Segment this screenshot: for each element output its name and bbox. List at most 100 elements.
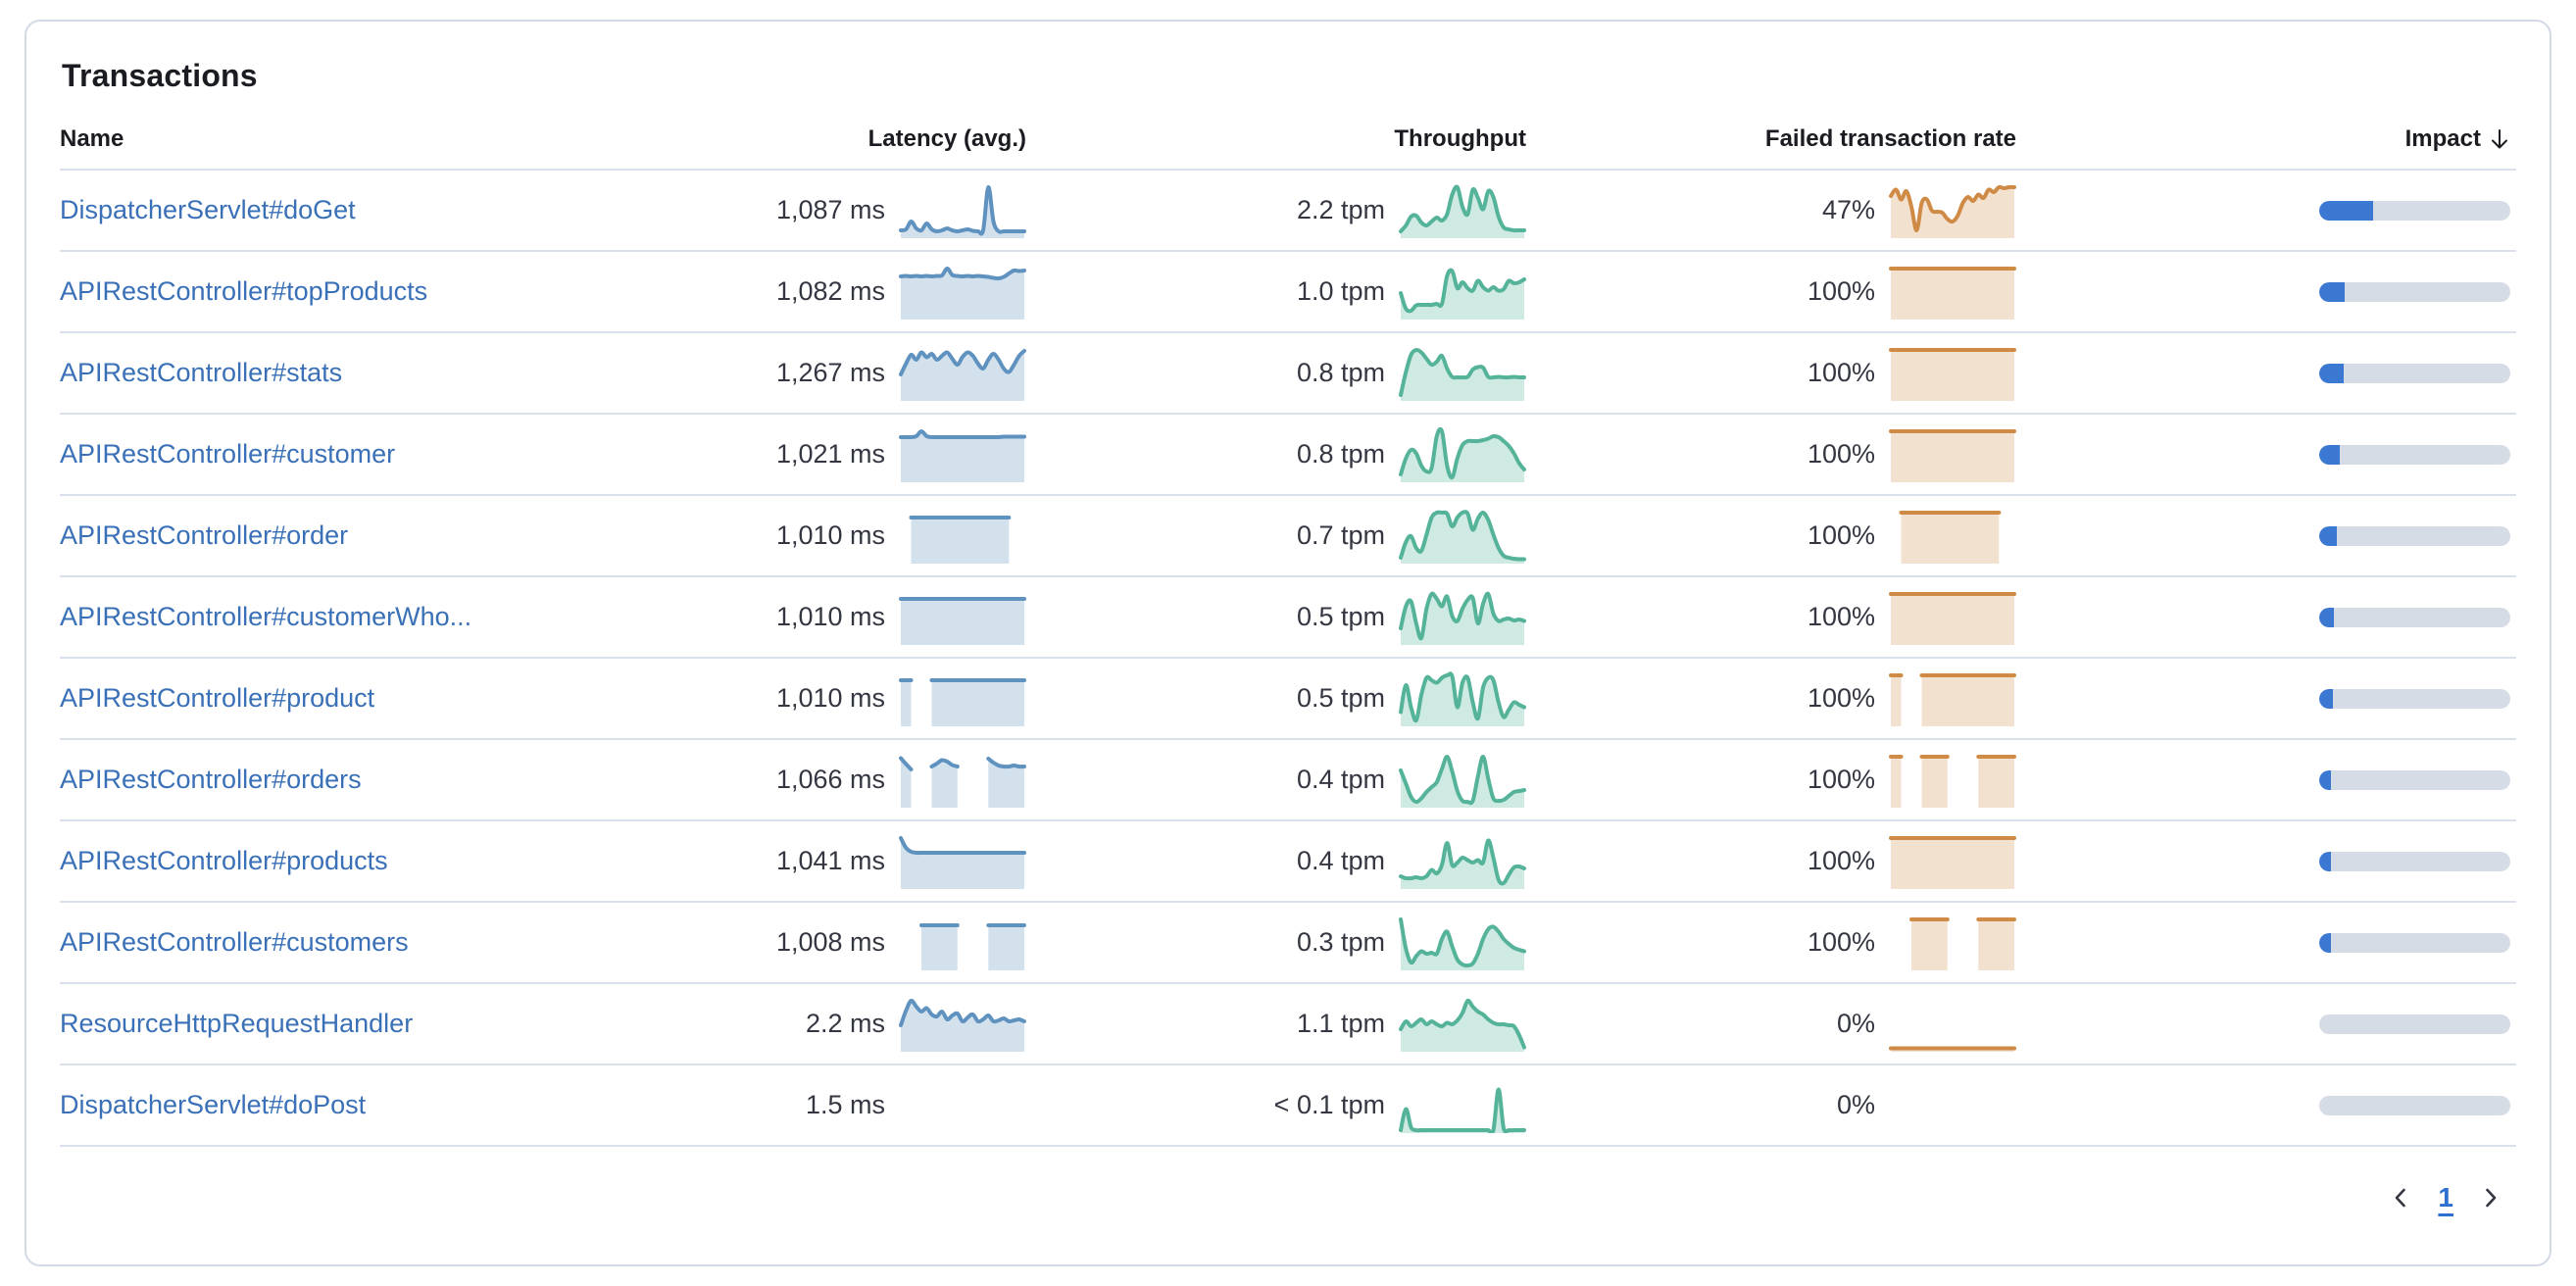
name-cell: APIRestController#stats — [60, 358, 605, 388]
transaction-name-link[interactable]: APIRestController#customer — [60, 439, 396, 469]
column-header-name: Name — [60, 125, 124, 152]
latency-cell: 1,087 ms — [605, 183, 1026, 238]
impact-cell — [2016, 525, 2516, 546]
latency-sparkline — [899, 677, 1026, 726]
impact-bar-fill — [2319, 607, 2334, 627]
impact-cell — [2016, 851, 2516, 871]
name-cell: APIRestController#order — [60, 520, 605, 551]
failed-rate-cell: 47% — [1526, 183, 2016, 238]
page-1-button[interactable]: 1 — [2432, 1182, 2459, 1213]
failed-rate-cell: 100% — [1526, 427, 2016, 482]
impact-bar — [2319, 932, 2510, 953]
pagination: 1 — [60, 1147, 2516, 1249]
throughput-sparkline-slot — [1399, 509, 1526, 564]
impact-bar — [2319, 1014, 2510, 1034]
failed-rate-sparkline — [1909, 916, 2016, 970]
throughput-value: 0.4 tpm — [1296, 846, 1385, 875]
throughput-value: 0.8 tpm — [1296, 439, 1385, 469]
throughput-sparkline-slot — [1399, 670, 1526, 726]
transaction-name-link[interactable]: APIRestController#order — [60, 520, 349, 550]
impact-bar-fill — [2319, 363, 2344, 383]
failed-rate-sparkline-slot — [1889, 1078, 2016, 1133]
throughput-sparkline — [1399, 754, 1526, 808]
table-row: APIRestController#product 1,010 ms 0.5 tpm… — [60, 659, 2516, 740]
failed-rate-value: 100% — [1807, 520, 1875, 550]
transaction-name-link[interactable]: APIRestController#customerWho... — [60, 602, 472, 631]
impact-bar — [2319, 851, 2510, 871]
transaction-name-link[interactable]: ResourceHttpRequestHandler — [60, 1009, 414, 1038]
name-cell: APIRestController#product — [60, 683, 605, 714]
table-row: ResourceHttpRequestHandler 2.2 ms 1.1 tpm 0… — [60, 984, 2516, 1065]
failed-rate-cell: 100% — [1526, 265, 2016, 320]
impact-bar-fill — [2319, 200, 2373, 221]
throughput-value: 1.0 tpm — [1296, 276, 1385, 306]
throughput-cell: 0.4 tpm — [1026, 834, 1526, 889]
latency-sparkline — [909, 515, 1012, 564]
failed-rate-value: 100% — [1807, 683, 1875, 713]
impact-header-label: Impact — [2404, 125, 2481, 152]
transaction-name-link[interactable]: APIRestController#customers — [60, 927, 409, 957]
failed-rate-value: 100% — [1807, 765, 1875, 794]
column-header-impact[interactable]: Impact — [2016, 125, 2516, 153]
impact-bar-fill — [2319, 444, 2340, 465]
latency-cell: 1,082 ms — [605, 265, 1026, 320]
column-header-failed-rate[interactable]: Failed transaction rate — [1764, 125, 2016, 152]
name-cell: APIRestController#topProducts — [60, 276, 605, 307]
impact-cell — [2016, 1095, 2516, 1115]
failed-rate-sparkline-slot — [1889, 346, 2016, 401]
name-cell: APIRestController#customer — [60, 439, 605, 470]
transaction-name-link[interactable]: DispatcherServlet#doGet — [60, 195, 356, 224]
latency-value: 1,087 ms — [775, 195, 885, 224]
impact-cell — [2016, 363, 2516, 383]
failed-rate-sparkline — [1889, 184, 2016, 238]
failed-rate-sparkline — [1889, 754, 2016, 808]
column-header-latency[interactable]: Latency (avg.) — [867, 125, 1026, 152]
previous-page-button[interactable] — [2377, 1174, 2424, 1221]
impact-bar-fill — [2319, 688, 2333, 709]
failed-rate-sparkline — [1889, 835, 2016, 889]
transaction-name-link[interactable]: APIRestController#stats — [60, 358, 343, 387]
throughput-cell: 0.7 tpm — [1026, 509, 1526, 564]
transaction-name-link[interactable]: APIRestController#product — [60, 683, 375, 713]
impact-cell — [2016, 932, 2516, 953]
latency-sparkline — [899, 428, 1026, 482]
throughput-cell: 0.5 tpm — [1026, 590, 1526, 645]
impact-bar-fill — [2319, 769, 2331, 790]
throughput-sparkline — [1399, 268, 1526, 320]
latency-cell: 1,267 ms — [605, 346, 1026, 401]
failed-rate-cell: 100% — [1526, 509, 2016, 564]
throughput-sparkline-slot — [1399, 753, 1526, 808]
failed-rate-sparkline — [1889, 672, 2016, 726]
next-page-button[interactable] — [2467, 1174, 2514, 1221]
impact-bar — [2319, 1095, 2510, 1115]
impact-cell — [2016, 1014, 2516, 1034]
latency-sparkline — [899, 184, 1026, 238]
latency-cell: 1,066 ms — [605, 753, 1026, 808]
latency-sparkline-slot — [899, 346, 1026, 401]
transaction-name-link[interactable]: APIRestController#orders — [60, 765, 362, 794]
latency-cell: 1,041 ms — [605, 834, 1026, 889]
impact-cell — [2016, 444, 2516, 465]
table-row: APIRestController#customers 1,008 ms 0.3 t… — [60, 903, 2516, 984]
table-row: APIRestController#customer 1,021 ms 0.8 tp… — [60, 415, 2516, 496]
transaction-name-link[interactable]: APIRestController#products — [60, 846, 388, 875]
throughput-value: 0.5 tpm — [1296, 602, 1385, 631]
column-header-throughput[interactable]: Throughput — [1394, 125, 1526, 152]
failed-rate-cell: 0% — [1526, 997, 2016, 1052]
table-row: APIRestController#customerWho... 1,010 ms… — [60, 577, 2516, 659]
failed-rate-sparkline-slot — [1889, 265, 2016, 320]
impact-cell — [2016, 200, 2516, 221]
transaction-name-link[interactable]: DispatcherServlet#doPost — [60, 1090, 367, 1119]
transaction-name-link[interactable]: APIRestController#topProducts — [60, 276, 428, 306]
throughput-sparkline — [1399, 184, 1526, 238]
sort-descending-icon — [2492, 129, 2507, 149]
throughput-value: < 0.1 tpm — [1273, 1090, 1385, 1119]
latency-sparkline-slot — [899, 834, 1026, 889]
latency-cell: 1.5 ms — [605, 1078, 1026, 1133]
failed-rate-sparkline — [1889, 347, 2016, 401]
failed-rate-cell: 100% — [1526, 834, 2016, 889]
latency-sparkline-slot — [899, 590, 1026, 645]
table-row: APIRestController#order 1,010 ms 0.7 tpm 10… — [60, 496, 2516, 577]
failed-rate-sparkline-slot — [1889, 671, 2016, 726]
